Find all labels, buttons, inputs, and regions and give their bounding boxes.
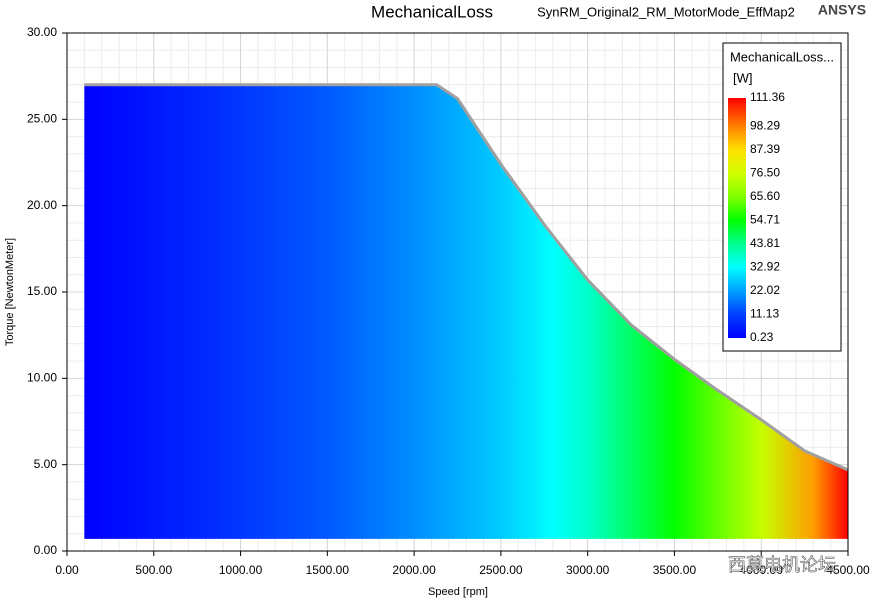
brand: ANSYS [818, 2, 866, 18]
x-tick-label: 0.00 [55, 563, 79, 577]
colorbar-bar [728, 98, 746, 338]
x-tick-label: 500.00 [135, 563, 172, 577]
x-tick-label: 1500.00 [306, 563, 350, 577]
y-tick-label: 25.00 [27, 112, 57, 126]
colorbar-label: 54.71 [750, 213, 780, 227]
x-tick-label: 4000.00 [740, 563, 784, 577]
envelope-edge [84, 83, 849, 472]
colorbar-label: 87.39 [750, 142, 780, 156]
colorbar-label: 65.60 [750, 189, 780, 203]
colorbar: 0.23 11.13 22.02 32.92 43.81 54.71 65.60 76.50 8… [728, 90, 785, 344]
colorbar-label: 76.50 [750, 165, 780, 179]
y-tick-label: 30.00 [27, 25, 57, 39]
x-tick-label: 3500.00 [653, 563, 697, 577]
y-tick-label: 10.00 [27, 371, 57, 385]
x-tick-label: 1000.00 [219, 563, 263, 577]
plot-area: 0.00 500.00 1000.00 1500.00 2000.00 2500.00 30… [27, 25, 870, 577]
subtitle: SynRM_Original2_RM_MotorMode_EffMap2 [537, 4, 795, 19]
plot-border [66, 32, 849, 552]
loss-region [84, 84, 849, 539]
x-tick-label: 3000.00 [566, 563, 610, 577]
chart-title: MechanicalLoss [371, 2, 493, 21]
y-tick-label: 20.00 [27, 198, 57, 212]
y-axis-label: Torque [NewtonMeter] [4, 238, 16, 346]
colorbar-label: 98.29 [750, 118, 780, 132]
legend-title: MechanicalLoss... [730, 49, 834, 64]
colorbar-label: 0.23 [750, 330, 774, 344]
colorbar-label: 22.02 [750, 283, 780, 297]
y-tick-label: 15.00 [27, 284, 57, 298]
y-tick-label: 5.00 [34, 457, 58, 471]
x-tick-label: 2000.00 [392, 563, 436, 577]
x-axis-label: Speed [rpm] [428, 586, 488, 598]
colorbar-label: 43.81 [750, 236, 780, 250]
colorbar-label: 11.13 [750, 307, 779, 321]
x-tick-label: 4500.00 [826, 563, 870, 577]
y-tick-label: 0.00 [34, 543, 58, 557]
colorbar-label: 32.92 [750, 260, 780, 274]
colorbar-label: 111.36 [750, 90, 785, 104]
x-tick-label: 2500.00 [479, 563, 523, 577]
legend-unit: [W] [733, 70, 753, 85]
watermark: 西莫电机论坛 [728, 555, 836, 575]
